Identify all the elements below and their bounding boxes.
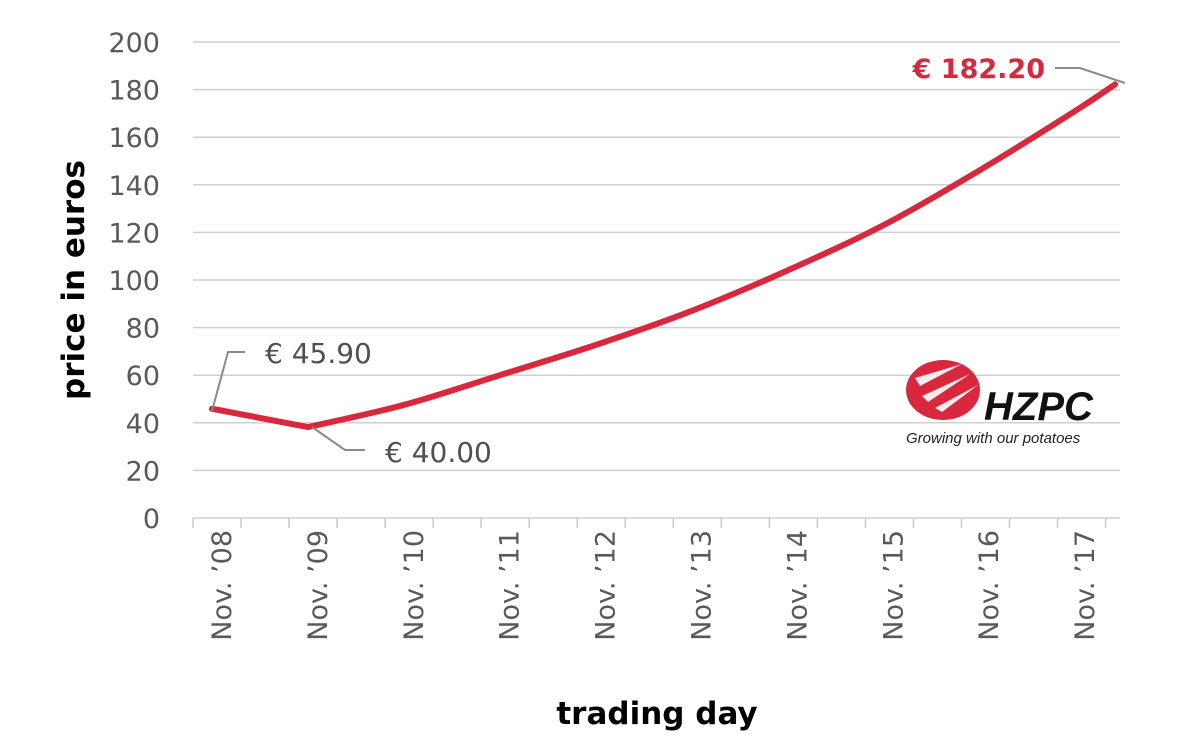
annotation-start-price: € 45.90 <box>265 337 372 370</box>
y-tick-label: 200 <box>108 28 160 59</box>
logo-tagline: Growing with our potatoes <box>906 430 1081 447</box>
y-tick-label: 120 <box>108 218 160 249</box>
x-tick-label: Nov. ’15 <box>878 530 909 641</box>
annotation-leader-start <box>211 351 245 412</box>
x-tick-label: Nov. ’16 <box>974 530 1005 641</box>
x-tick-label: Nov. ’14 <box>782 530 813 641</box>
y-tick-label: 160 <box>108 123 160 154</box>
logo-wordmark: HZPC <box>984 385 1094 429</box>
y-tick-label: 100 <box>108 266 160 297</box>
annotation-end-price: € 182.20 <box>912 54 1045 85</box>
y-tick-label: 40 <box>126 409 160 440</box>
x-tick-label: Nov. ’08 <box>207 530 238 641</box>
x-tick-label: Nov. ’09 <box>303 530 334 641</box>
x-tick-label: Nov. ’10 <box>399 530 430 641</box>
x-axis-title: trading day <box>556 696 757 732</box>
x-tick-label: Nov. ’12 <box>591 530 622 641</box>
y-tick-label: 140 <box>108 171 160 202</box>
logo-streaks <box>915 364 978 412</box>
logo: HZPC Growing with our potatoes <box>906 360 1094 447</box>
annotation-low-price: € 40.00 <box>385 436 492 469</box>
y-tick-label: 80 <box>126 314 160 345</box>
annotation-leader-end <box>1055 67 1126 84</box>
x-tick-label: Nov. ’11 <box>495 530 526 641</box>
price-series-line <box>209 81 1119 431</box>
x-tick-label: Nov. ’13 <box>687 530 718 641</box>
y-tick-label: 20 <box>126 456 160 487</box>
y-tick-label: 60 <box>126 361 160 392</box>
y-tick-label: 180 <box>108 76 160 107</box>
y-tick-label: 0 <box>143 504 160 535</box>
x-tick-label: Nov. ’17 <box>1070 530 1101 641</box>
annotation-leader-low <box>311 426 365 451</box>
y-axis-title: price in euros <box>56 160 92 400</box>
